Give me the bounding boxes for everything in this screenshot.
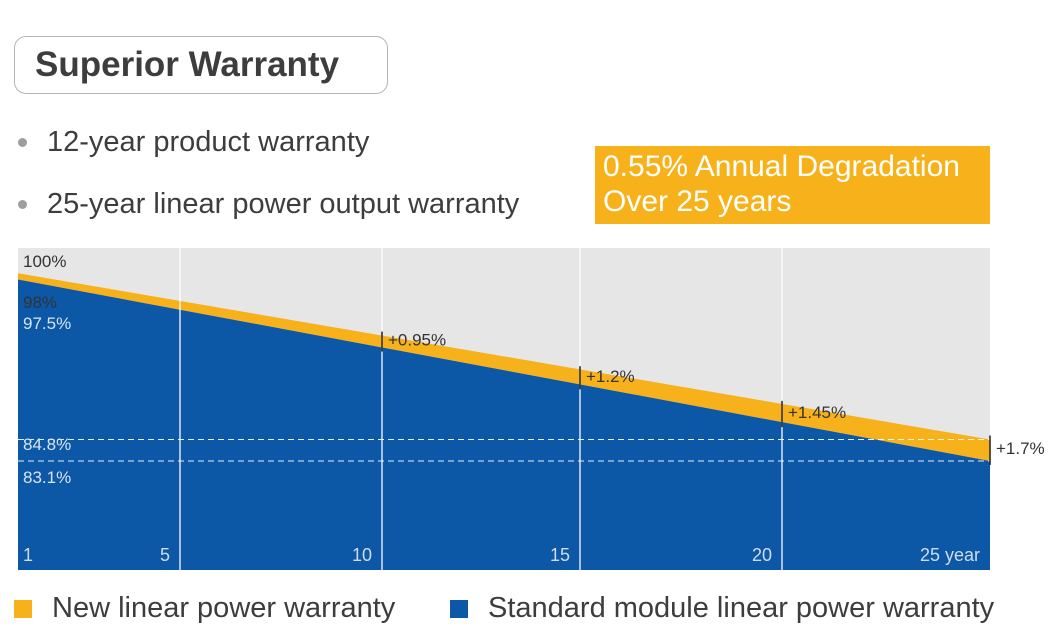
legend-label: Standard module linear power warranty	[488, 592, 995, 624]
bullet-text: 25-year linear power output warranty	[47, 188, 520, 220]
legend-label: New linear power warranty	[52, 592, 396, 624]
y-annotation-label: 97.5%	[23, 314, 71, 333]
degradation-callout: 0.55% Annual Degradation Over 25 years	[595, 146, 990, 224]
warranty-chart: +0.95% +1.2% +1.45% +1.7% 100% 98% 97.5% 84.8% 8…	[18, 248, 1045, 570]
legend-item-new-warranty: New linear power warranty	[14, 592, 395, 625]
legend-swatch-blue-icon	[450, 599, 468, 618]
gap-label: +1.2%	[586, 367, 635, 386]
legend-swatch-orange-icon	[14, 599, 32, 618]
bullet-item-product-warranty: 12-year product warranty	[18, 126, 369, 159]
bullet-dot-icon	[18, 200, 27, 209]
x-tick-label: 20	[752, 545, 772, 565]
x-tick-label: 25 year	[920, 545, 980, 565]
area-standard-warranty	[18, 279, 990, 570]
y-annotation-label: 100%	[23, 252, 66, 271]
page-title: Superior Warranty	[35, 45, 340, 84]
bullet-text: 12-year product warranty	[47, 126, 370, 158]
title-box: Superior Warranty	[14, 36, 388, 94]
legend-item-standard-warranty: Standard module linear power warranty	[450, 592, 994, 625]
x-tick-label: 15	[550, 545, 570, 565]
y-annotation-label: 84.8%	[23, 435, 71, 454]
bullet-dot-icon	[18, 138, 27, 147]
area-new-warranty	[18, 273, 990, 461]
callout-line-1: 0.55% Annual Degradation	[603, 150, 960, 183]
y-annotation-label: 83.1%	[23, 468, 71, 487]
gap-label: +1.7%	[996, 439, 1045, 458]
callout-line-2: Over 25 years	[603, 185, 792, 218]
bullet-item-power-warranty: 25-year linear power output warranty	[18, 188, 519, 221]
gap-label: +1.45%	[788, 403, 846, 422]
y-annotation-label: 98%	[23, 293, 57, 312]
gap-label: +0.95%	[388, 331, 446, 350]
x-tick-label: 1	[23, 545, 33, 565]
x-tick-label: 10	[352, 545, 372, 565]
x-tick-label: 5	[160, 545, 170, 565]
